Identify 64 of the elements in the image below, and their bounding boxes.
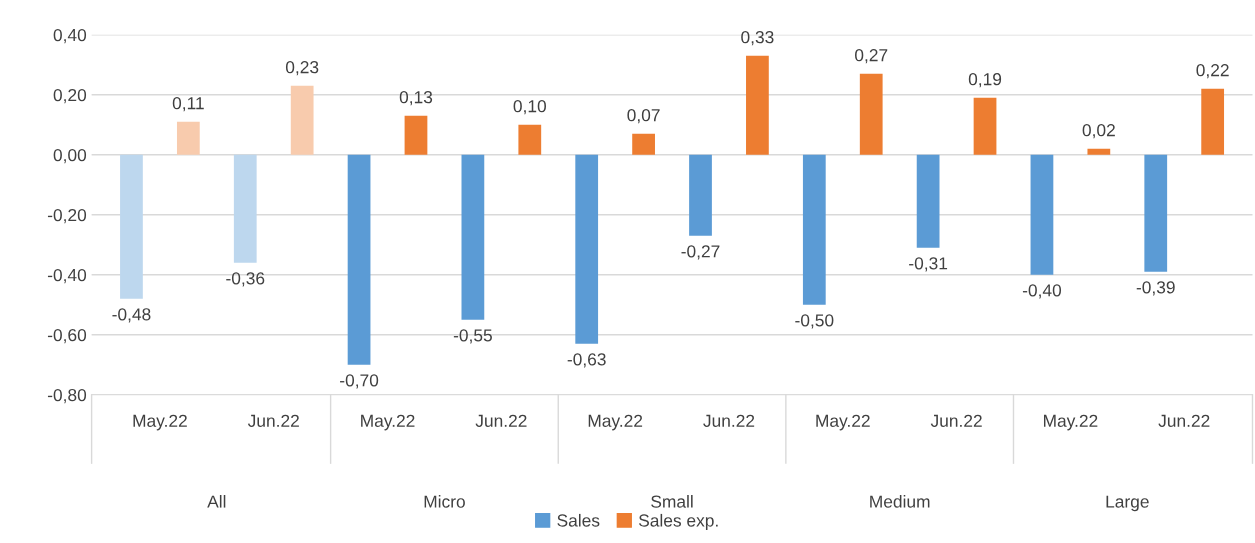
x-tick-label: May.22	[816, 414, 870, 431]
bar	[461, 154, 485, 320]
y-tick-label: 0,00	[53, 148, 87, 164]
data-label: 0,27	[855, 49, 888, 64]
data-label: -0,63	[567, 353, 606, 368]
legend-label: Sales	[557, 513, 600, 527]
legend-label: Sales exp.	[638, 513, 718, 531]
text: Small	[651, 495, 693, 508]
bar	[973, 97, 997, 155]
data-label: 0,23	[285, 61, 319, 76]
x-tick-label: May.22	[133, 414, 187, 431]
bar	[120, 154, 143, 299]
data-label: -0,40	[1022, 284, 1062, 299]
y-tick-label: 0,20	[53, 88, 87, 104]
data-label: 0,19	[968, 73, 1002, 88]
data-label: 0,22	[1196, 64, 1229, 79]
text: All	[207, 495, 226, 508]
bar	[1030, 154, 1054, 275]
x-tick-label: May.22	[588, 414, 643, 431]
x-tick-label: Jun.22	[930, 414, 982, 427]
bar	[290, 85, 314, 155]
x-tick-label: Jun.22	[1158, 414, 1210, 427]
data-label: -0,27	[681, 245, 720, 260]
bar	[632, 133, 655, 155]
data-label: -0,31	[909, 257, 948, 272]
y-tick-label: -0,20	[47, 208, 87, 224]
bar	[859, 73, 883, 155]
data-label: -0,48	[112, 308, 151, 323]
bar	[689, 154, 712, 236]
text: Medium	[870, 495, 930, 508]
x-tick-label: May.22	[1043, 414, 1098, 431]
text: Micro	[424, 495, 465, 508]
y-tick-label: -0,40	[47, 268, 87, 284]
data-label: 0,33	[741, 31, 774, 46]
data-label: 0,10	[513, 100, 547, 115]
bar	[404, 115, 428, 155]
bar	[176, 121, 200, 155]
data-label: -0,70	[340, 374, 379, 389]
y-tick-label: -0,60	[47, 328, 87, 344]
data-label: -0,55	[453, 329, 492, 344]
data-label: 0,02	[1082, 124, 1115, 139]
x-tick-label: Jun.22	[475, 414, 527, 427]
y-tick-label: -0,80	[47, 388, 87, 404]
bar	[1201, 88, 1225, 155]
y-tick-label: 0,40	[53, 28, 87, 44]
x-tick-label: Jun.22	[703, 414, 755, 427]
x-tick-label: Jun.22	[247, 414, 299, 427]
bar	[233, 154, 257, 263]
data-label: -0,36	[226, 272, 265, 287]
bar	[575, 154, 599, 344]
bar	[518, 124, 542, 155]
bar	[802, 154, 826, 305]
bar	[347, 154, 371, 365]
text: Large	[1106, 495, 1149, 512]
data-label: -0,39	[1136, 281, 1175, 296]
data-label: 0,13	[399, 91, 433, 106]
bar	[1144, 154, 1168, 272]
bar	[916, 154, 940, 248]
data-label: -0,50	[795, 314, 834, 329]
x-tick-label: May.22	[361, 414, 415, 431]
data-label: 0,07	[627, 109, 660, 124]
bar	[1087, 148, 1111, 155]
data-label: 0,11	[172, 97, 204, 112]
bar	[746, 55, 769, 155]
